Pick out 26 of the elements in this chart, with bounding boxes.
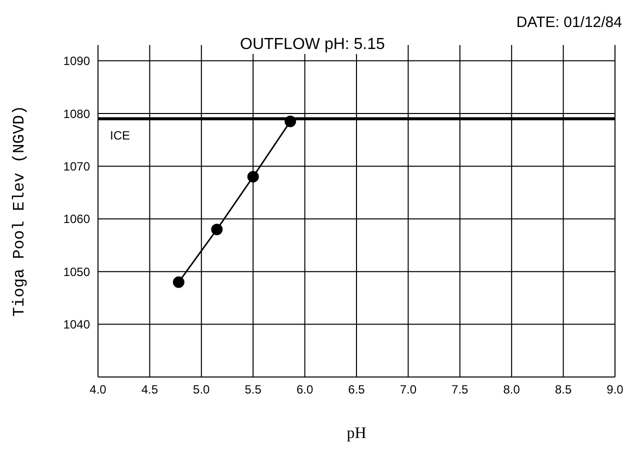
y-axis-title: Tioga Pool Elev (NGVD): [10, 105, 29, 317]
x-tick-label: 8.5: [554, 382, 572, 397]
x-tick-label: 5.5: [244, 382, 262, 397]
x-tick-label: 7.0: [400, 382, 417, 397]
x-tick-label: 6.0: [296, 382, 314, 397]
x-tick-label: 6.5: [348, 382, 366, 397]
x-tick-label: 8.0: [503, 382, 520, 397]
y-tick-label: 1050: [63, 264, 90, 279]
point: [247, 170, 259, 182]
point: [284, 116, 296, 128]
y-tick-label: 1070: [63, 159, 90, 174]
y-tick-label: 1090: [63, 54, 90, 68]
ref-line-label: ICE: [110, 128, 130, 142]
x-tick-label: 9.0: [606, 382, 624, 397]
y-tick-label: 1040: [63, 318, 90, 332]
annotation: OUTFLOW pH: 5.15: [238, 36, 387, 54]
point: [211, 224, 223, 236]
text: DATE: 01/12/84: [516, 14, 622, 31]
y-tick-label: 1080: [63, 106, 90, 121]
y-tick-label: 1060: [63, 212, 90, 226]
x-axis-title: pH: [346, 425, 367, 442]
x-tick-label: 4.5: [141, 382, 158, 397]
x-tick-label: 7.5: [452, 382, 469, 397]
point: [172, 276, 184, 288]
x-tick-label: 4.0: [90, 382, 107, 397]
x-tick-label: 5.0: [193, 382, 210, 397]
